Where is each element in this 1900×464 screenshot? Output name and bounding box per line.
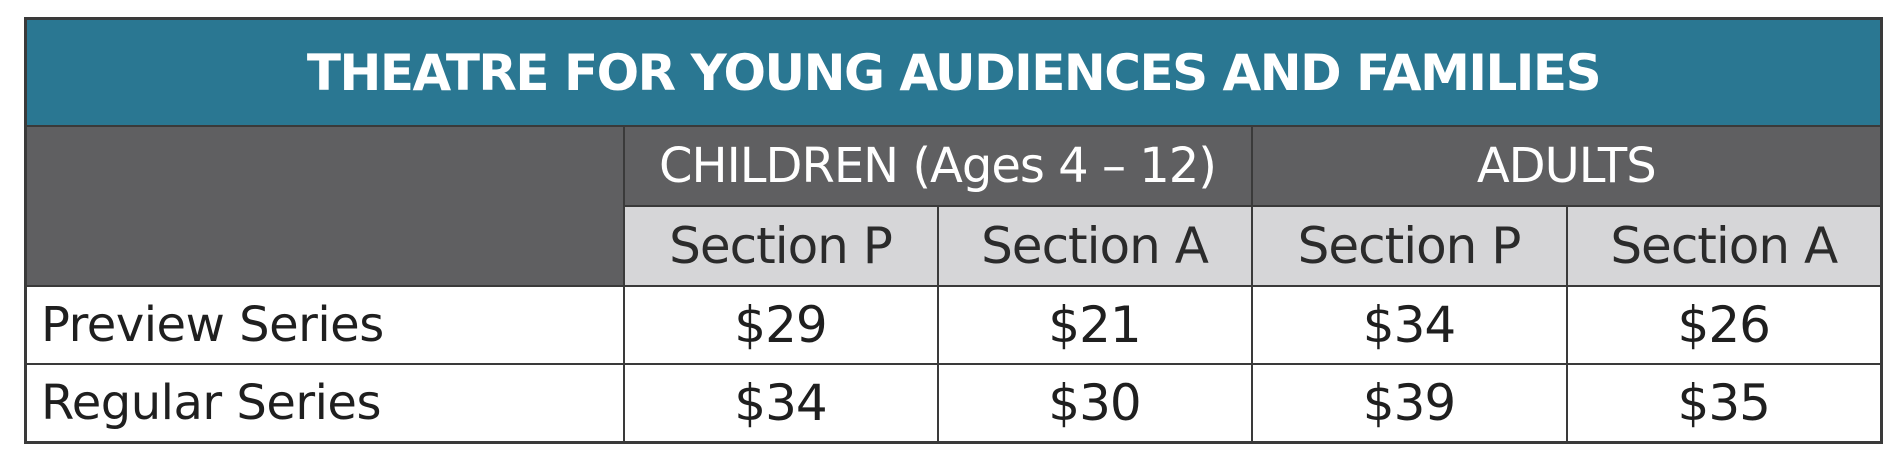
table-row-preview-series: Preview Series $29 $21 $34 $26 [24,285,1883,365]
group-header-row: CHILDREN (Ages 4 – 12) ADULTS [24,125,1883,287]
price-cell: $39 [1250,363,1568,444]
price-cell: $26 [1565,285,1883,365]
subheader-row: Section P Section A Section P Section A [26,205,1883,287]
group-header-adults: ADULTS [1250,125,1883,207]
price-cell: $34 [1250,285,1568,365]
group-header-children: CHILDREN (Ages 4 – 12) [622,125,1253,207]
price-cell: $21 [936,285,1253,365]
title-row: THEATRE FOR YOUNG AUDIENCES AND FAMILIES [24,17,1883,127]
table-row-regular-series: Regular Series $34 $30 $39 $35 [24,363,1883,444]
price-cell: $35 [1565,363,1883,444]
pricing-table-container: THEATRE FOR YOUNG AUDIENCES AND FAMILIES… [24,17,1884,444]
subheader-children-section-p: Section P [622,205,939,287]
price-cell: $30 [936,363,1253,444]
subheader-children-section-a: Section A [936,205,1253,287]
subheader-adults-section-a: Section A [1565,205,1883,287]
row-label-regular-series: Regular Series [24,363,625,444]
price-cell: $34 [622,363,939,444]
subheader-adults-section-p: Section P [1250,205,1568,287]
corner-cell [24,125,625,287]
row-label-preview-series: Preview Series [24,285,625,365]
pricing-table: THEATRE FOR YOUNG AUDIENCES AND FAMILIES… [24,17,1884,444]
table-title: THEATRE FOR YOUNG AUDIENCES AND FAMILIES [24,17,1883,127]
price-cell: $29 [622,285,939,365]
